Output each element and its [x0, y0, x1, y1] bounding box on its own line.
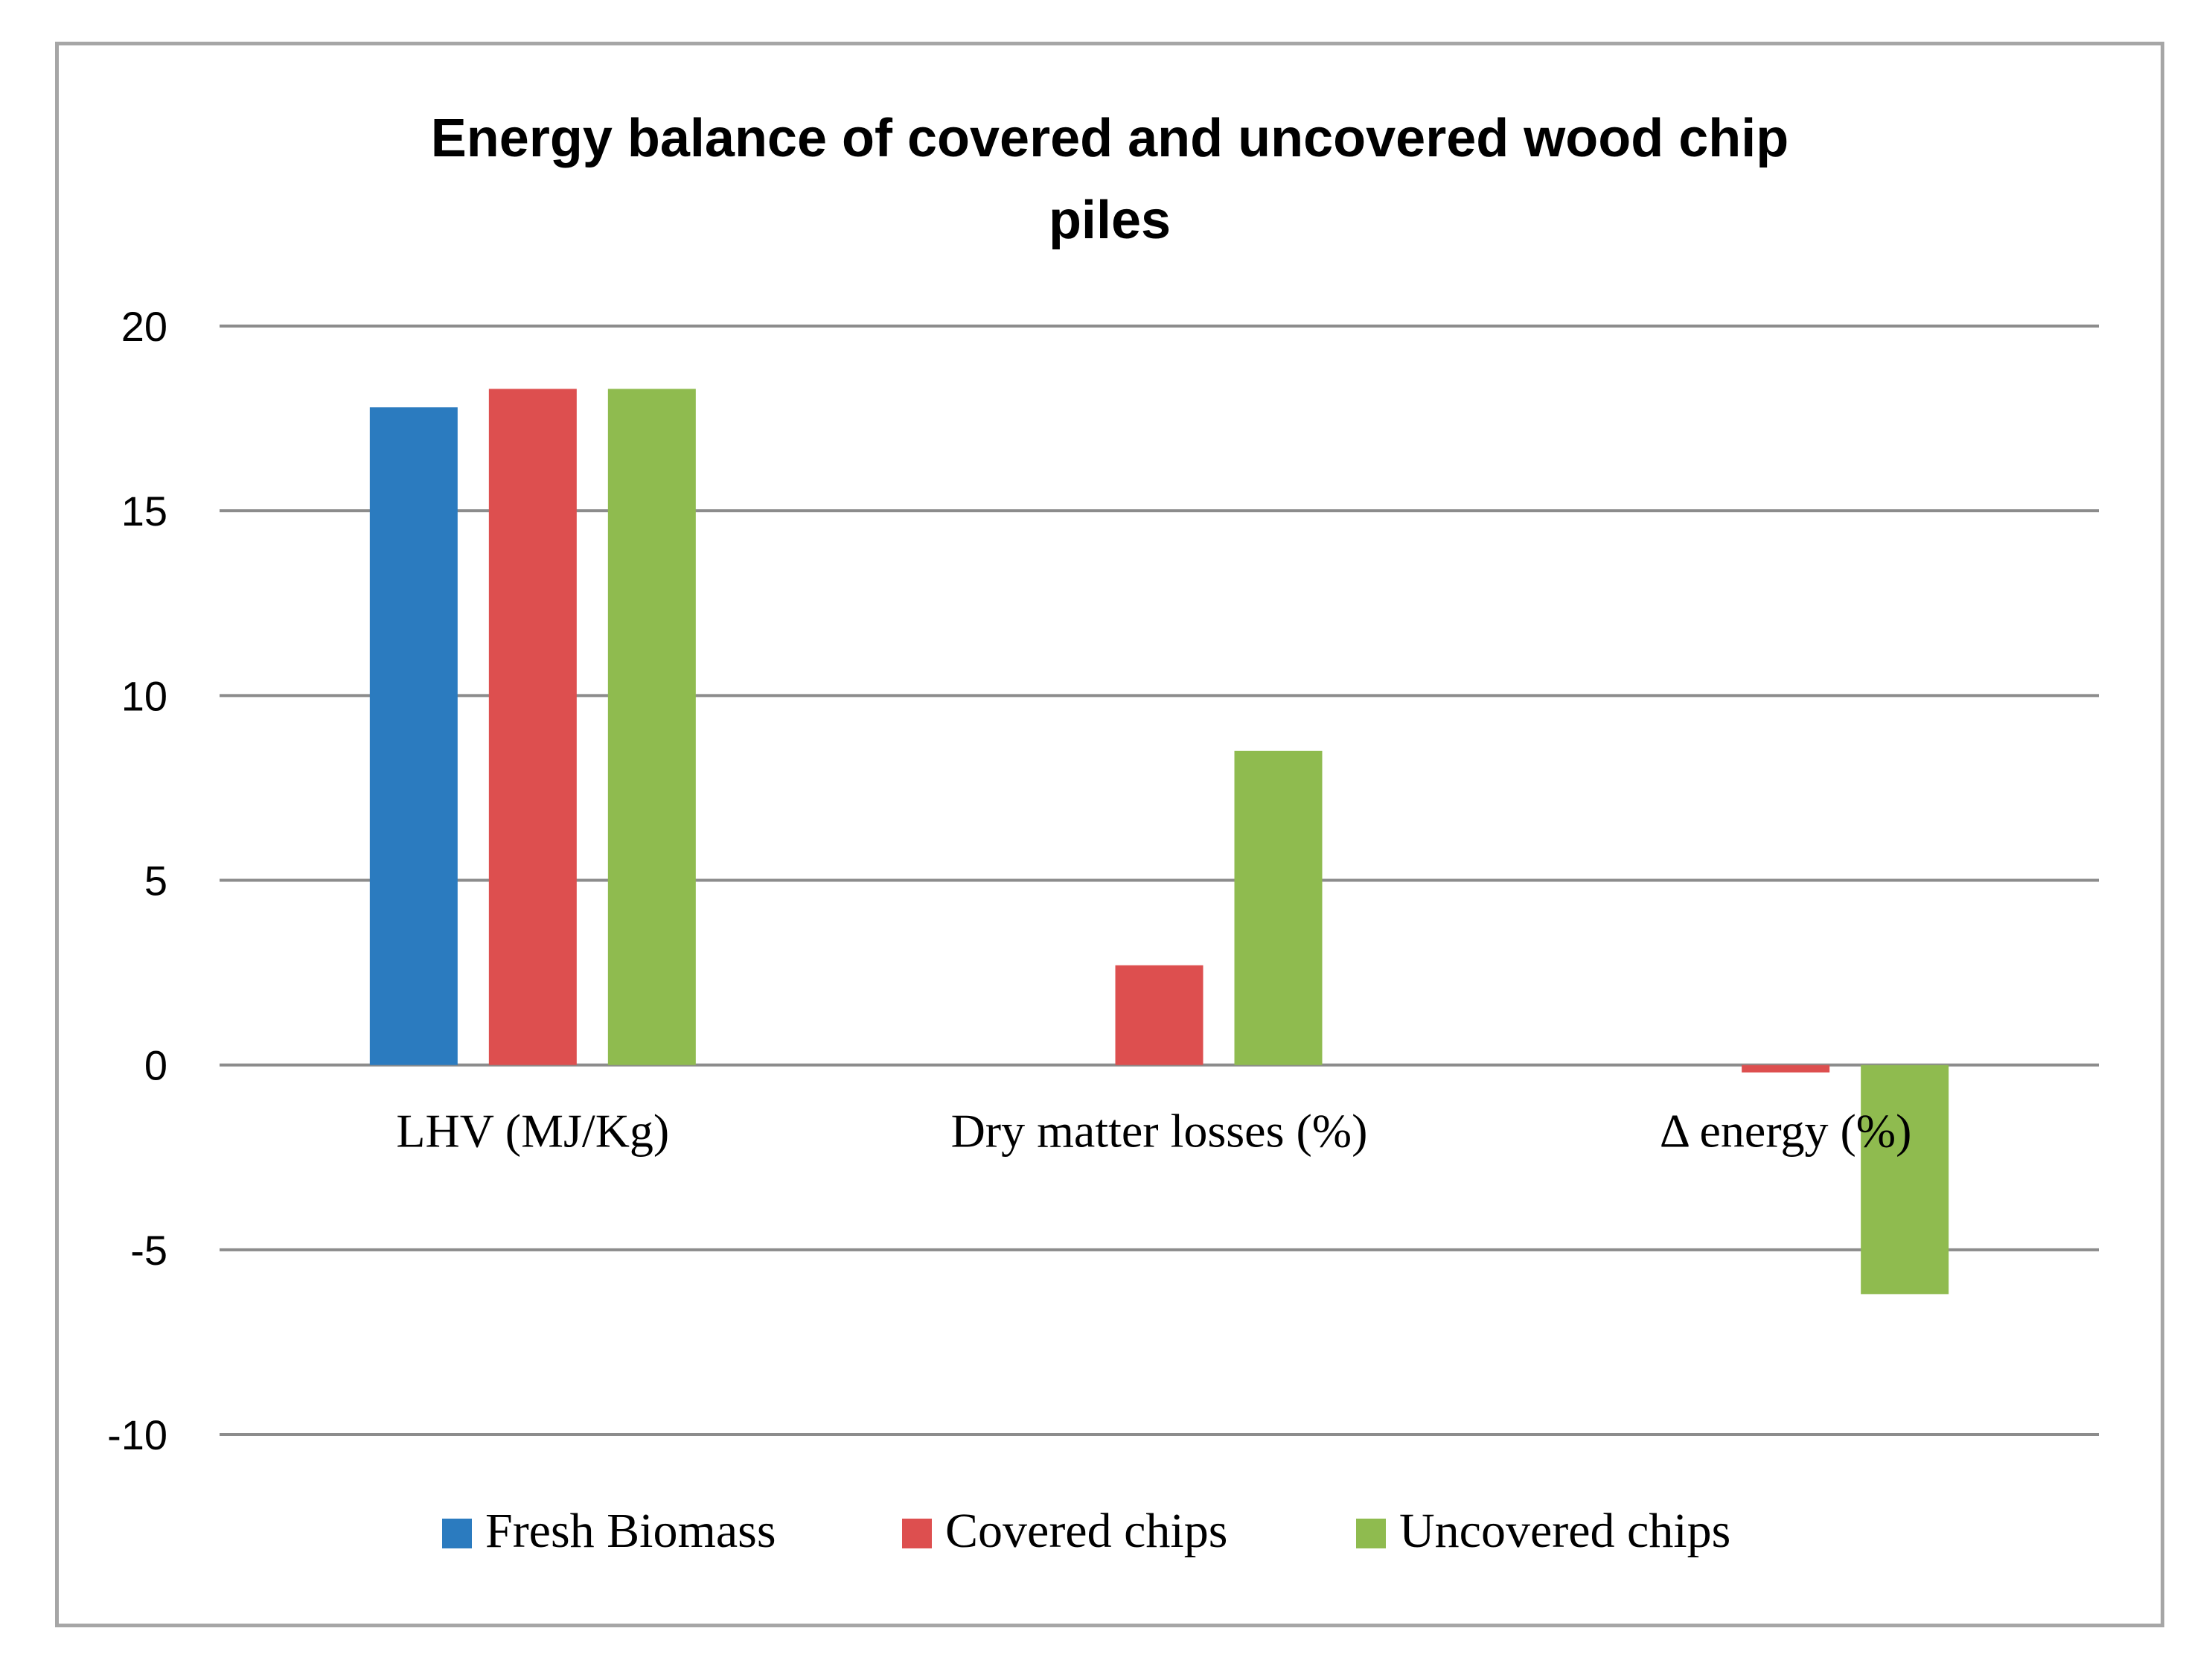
y-tick-label: 0	[144, 1042, 167, 1089]
bar-2-3	[1234, 750, 1323, 1065]
y-tick-label: 10	[121, 672, 167, 719]
y-tick-label: 20	[121, 303, 167, 350]
y-tick-label: -10	[107, 1411, 167, 1458]
category-label: Dry matter losses (%)	[951, 1105, 1368, 1158]
bar-3-3	[1861, 1065, 1949, 1295]
category-label: LHV (MJ/Kg)	[396, 1105, 669, 1158]
bar-1-1	[369, 407, 458, 1065]
legend-label: Fresh Biomass	[485, 1504, 776, 1558]
legend-item: Covered chips	[902, 1504, 1227, 1558]
bar-1-3	[607, 389, 696, 1065]
bars	[369, 389, 1949, 1295]
chart-title: Energy balance of covered and uncovered …	[59, 98, 2161, 261]
legend-swatch	[1356, 1519, 1386, 1548]
y-axis-ticks: 20 15 10 5 0 -5 -10	[107, 303, 167, 1458]
legend-swatch	[902, 1519, 932, 1548]
chart-title-line-2: piles	[1048, 191, 1171, 250]
legend-label: Uncovered chips	[1399, 1504, 1730, 1558]
legend: Fresh Biomass Covered chips Uncovered chip…	[442, 1504, 1730, 1558]
legend-item: Uncovered chips	[1356, 1504, 1730, 1558]
bar-3-2	[1742, 1065, 1830, 1073]
category-labels: LHV (MJ/Kg) Dry matter losses (%) Δ energy…	[396, 1105, 1911, 1158]
bar-1-2	[488, 389, 577, 1065]
category-label: Δ energy (%)	[1660, 1105, 1912, 1158]
bar-2-2	[1115, 965, 1204, 1065]
legend-item: Fresh Biomass	[442, 1504, 776, 1558]
y-tick-label: -5	[130, 1227, 167, 1274]
y-tick-label: 15	[121, 488, 167, 534]
y-tick-label: 5	[144, 858, 167, 904]
chart-title-line-1: Energy balance of covered and uncovered …	[430, 109, 1789, 168]
legend-swatch	[442, 1519, 472, 1548]
legend-label: Covered chips	[945, 1504, 1227, 1558]
